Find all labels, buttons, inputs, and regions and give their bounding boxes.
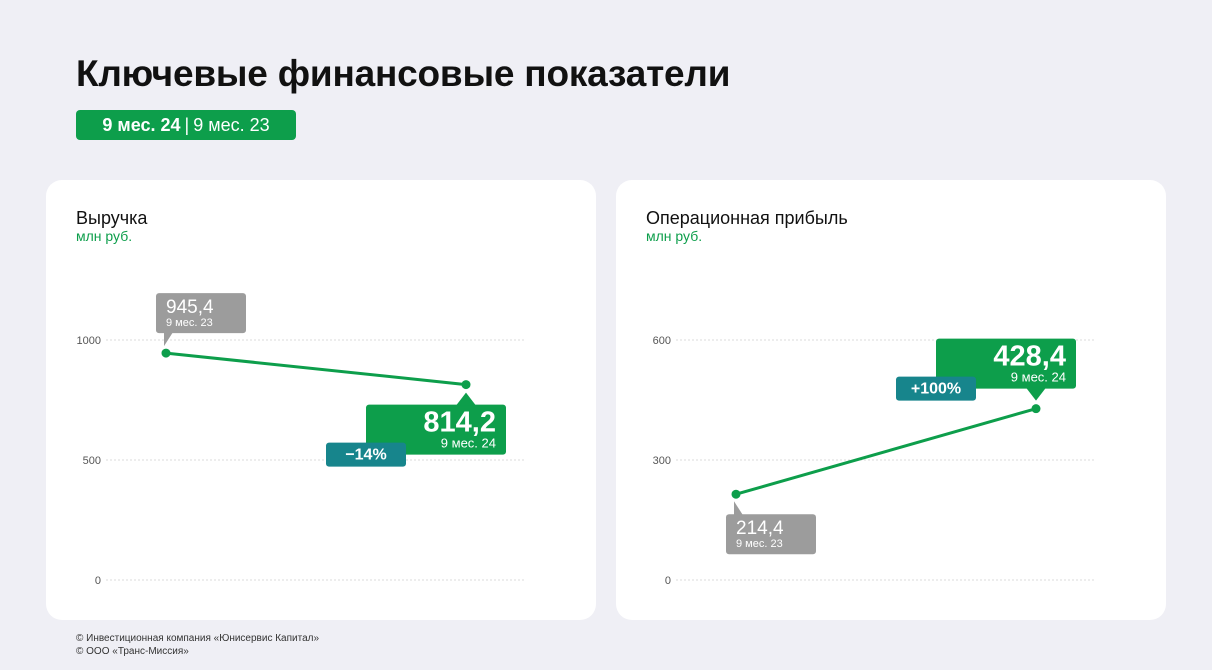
revenue-y-tick-label: 500	[83, 455, 101, 467]
operating-profit-current-label-box	[936, 338, 1076, 389]
footer-copyright-2: © ООО «Транс-Миссия»	[76, 646, 189, 657]
revenue-point-current	[461, 380, 471, 390]
period-current: 9 мес. 24	[102, 115, 181, 135]
operating-profit-change-pill	[896, 376, 976, 401]
revenue-unit: млн руб.	[76, 228, 133, 244]
revenue-previous-value-label: 945,4	[166, 297, 214, 318]
operating-profit-previous-period-label: 9 мес. 23	[736, 538, 783, 550]
operating-profit-point-current	[1031, 404, 1041, 414]
footer: © Инвестиционная компания «Юнисервис Кап…	[76, 632, 319, 658]
operating-profit-current-label-pointer	[1026, 387, 1046, 401]
revenue-current-label-box	[366, 404, 506, 455]
revenue-card: Выручка млн руб. 0 500 1000 945,4 9 мес. 23 8…	[46, 180, 596, 620]
period-previous: 9 мес. 23	[193, 115, 270, 135]
operating-profit-card: Операционная прибыль млн руб. 0 300 600 214…	[616, 180, 1166, 620]
operating-profit-y-tick-label: 0	[665, 575, 671, 587]
revenue-previous-period-label: 9 мес. 23	[166, 317, 213, 329]
revenue-current-period-label: 9 мес. 24	[441, 436, 496, 451]
revenue-y-tick-label: 0	[95, 575, 101, 587]
operating-profit-current-value-label: 428,4	[993, 341, 1066, 373]
revenue-current-label-pointer	[456, 392, 476, 406]
revenue-change-label: −14%	[345, 447, 386, 464]
revenue-chart: 0 500 1000 945,49 мес. 23 814,29 мес. 24 −14%	[77, 293, 526, 587]
operating-profit-unit: млн руб.	[646, 228, 703, 244]
revenue-series-line	[164, 351, 468, 387]
operating-profit-series-line	[734, 407, 1038, 496]
operating-profit-chart: 0 300 600 214,49 мес. 23 428,49 мес. 24 +100%	[653, 335, 1096, 587]
revenue-point-previous	[161, 348, 171, 358]
revenue-y-tick-label: 1000	[77, 335, 101, 347]
operating-profit-title: Операционная прибыль	[646, 208, 848, 228]
period-badge: 9 мес. 24 | 9 мес. 23	[76, 110, 296, 140]
revenue-previous-label-box	[156, 293, 246, 334]
footer-copyright-1: © Инвестиционная компания «Юнисервис Кап…	[76, 633, 320, 644]
revenue-current-value-label: 814,2	[423, 407, 496, 439]
operating-profit-current-period-label: 9 мес. 24	[1011, 370, 1066, 385]
revenue-change-pill	[326, 442, 406, 467]
page-title: Ключевые финансовые показатели	[76, 53, 731, 94]
operating-profit-point-previous	[731, 489, 741, 499]
operating-profit-y-tick-label: 600	[653, 335, 671, 347]
operating-profit-previous-label-pointer	[734, 501, 743, 516]
revenue-title: Выручка	[76, 208, 148, 228]
operating-profit-change-label: +100%	[911, 381, 961, 398]
operating-profit-previous-label-box	[726, 514, 816, 555]
operating-profit-previous-value-label: 214,4	[736, 518, 784, 539]
operating-profit-y-tick-label: 300	[653, 455, 671, 467]
revenue-previous-label-pointer	[164, 332, 173, 347]
period-separator: |	[184, 115, 190, 135]
